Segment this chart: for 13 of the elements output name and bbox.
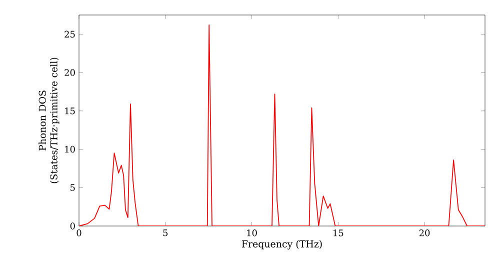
y-tick-label: 20 — [64, 69, 75, 76]
y-axis-title: Phonon DOS (States/THz·primitive cell) — [38, 58, 60, 184]
x-tick-label: 0 — [76, 230, 82, 236]
y-tick-label: 0 — [70, 222, 75, 230]
y-tick-label: 25 — [64, 30, 75, 38]
x-tick-label: 10 — [247, 230, 257, 236]
y-tick-label: 10 — [65, 146, 75, 153]
x-axis-title: Frequency (THz) — [242, 240, 322, 250]
y-tick-label: 5 — [70, 184, 75, 191]
x-tick-label: 15 — [334, 230, 344, 236]
y-tick-label: 15 — [65, 108, 75, 114]
x-tick-label: 5 — [163, 230, 168, 236]
x-tick-label: 20 — [419, 230, 430, 236]
